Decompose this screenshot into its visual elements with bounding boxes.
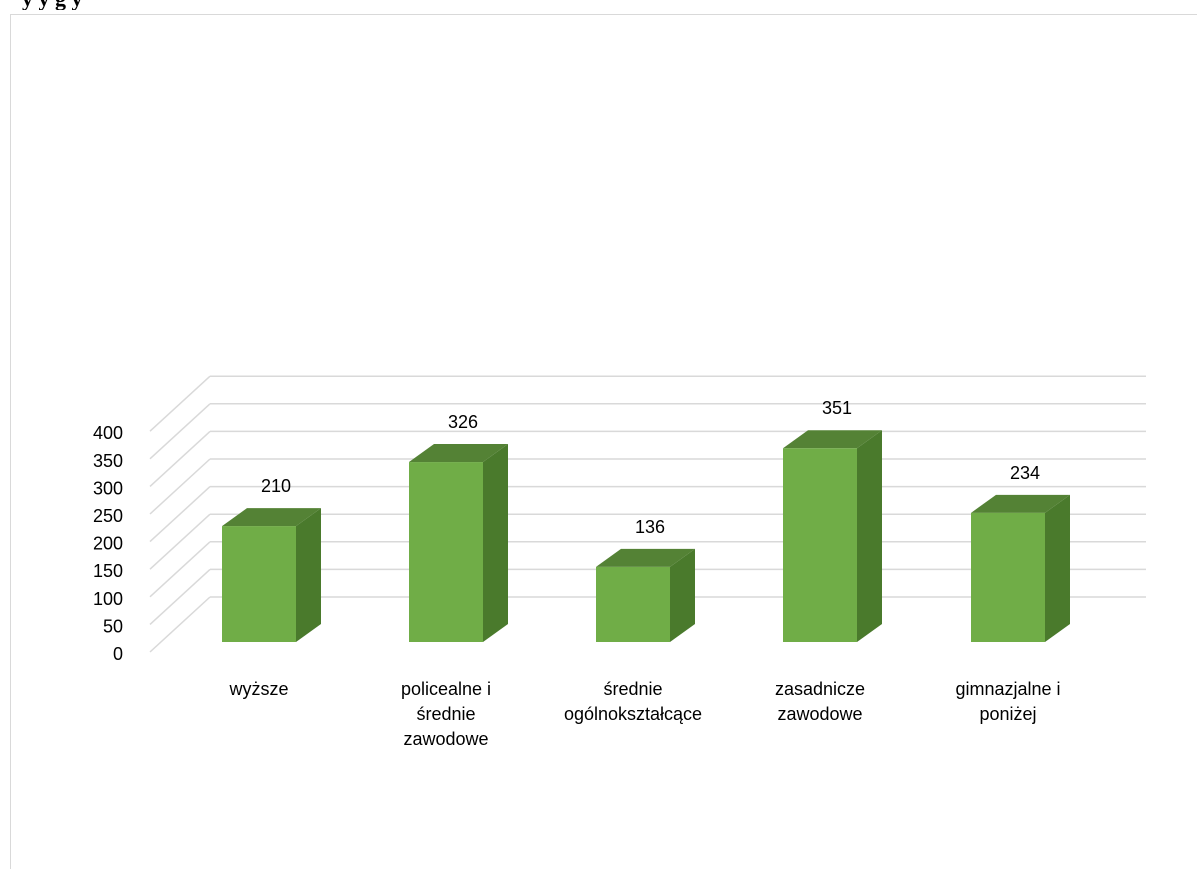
y-tick-label: 250 [93, 506, 123, 526]
bar-side [857, 430, 882, 642]
y-tick-label: 200 [93, 534, 123, 554]
bar-front [596, 566, 670, 642]
data-labels: 210 326 136 351 234 [261, 398, 1040, 537]
bar [783, 430, 882, 642]
bar-top [596, 548, 695, 567]
category-label: zasadnicze zawodowe [775, 679, 865, 724]
category-label: gimnazjalne i poniżej [955, 679, 1060, 724]
category-label-line: zawodowe [777, 704, 862, 724]
bar [971, 494, 1070, 642]
bar-front [971, 512, 1045, 642]
header-fragment: y y g y [0, 0, 1197, 10]
category-label: policealne i średnie zawodowe [401, 679, 491, 749]
gridline-diagonal [149, 568, 211, 625]
y-tick-label: 300 [93, 478, 123, 498]
category-label-line: gimnazjalne i [955, 679, 1060, 699]
bar-side [296, 508, 321, 642]
bar-front [409, 462, 483, 642]
bar-front [783, 448, 857, 642]
gridline-diagonal [149, 596, 211, 653]
category-label-line: średnie [416, 704, 475, 724]
gridline-diagonal [149, 541, 211, 598]
data-label: 326 [448, 412, 478, 432]
bars [222, 430, 1070, 642]
category-label-line: średnie [603, 679, 662, 699]
category-label-line: wyższe [228, 679, 288, 699]
y-tick-label: 0 [113, 644, 123, 664]
gridline-diagonal [149, 486, 211, 543]
data-label: 351 [822, 398, 852, 418]
y-tick-label: 50 [103, 616, 123, 636]
gridline-diagonal [149, 458, 211, 515]
category-labels: wyższe policealne i średnie zawodowe średnie… [228, 679, 1060, 749]
chart-frame [10, 14, 1197, 869]
category-label-line: poniżej [979, 704, 1036, 724]
category-label-line: ogólnokształcące [564, 704, 702, 724]
y-tick-label: 400 [93, 423, 123, 443]
gridline-diagonal [149, 513, 211, 570]
bar [409, 444, 508, 642]
bar-front [222, 526, 296, 642]
y-tick-label: 100 [93, 589, 123, 609]
bar-side [483, 444, 508, 642]
category-label-line: policealne i [401, 679, 491, 699]
bar-top [409, 444, 508, 463]
bar-top [783, 430, 882, 449]
category-label: średnie ogólnokształcące [564, 679, 702, 724]
category-label-line: zawodowe [403, 729, 488, 749]
category-label: wyższe [228, 679, 288, 699]
data-label: 136 [635, 517, 665, 537]
y-tick-label: 350 [93, 451, 123, 471]
bar-top [222, 508, 321, 527]
bar-side [670, 548, 695, 642]
bar [222, 508, 321, 642]
y-tick-label: 150 [93, 561, 123, 581]
gridline-diagonal [149, 403, 211, 460]
bar [596, 548, 695, 642]
data-label: 210 [261, 476, 291, 496]
y-axis-ticks: 0 50 100 150 200 250 300 350 400 [93, 423, 123, 664]
bar-side [1045, 494, 1070, 642]
gridline-diagonal [149, 430, 211, 487]
gridline-diagonal [149, 375, 211, 432]
bar-top [971, 494, 1070, 513]
data-label: 234 [1010, 463, 1040, 483]
category-label-line: zasadnicze [775, 679, 865, 699]
